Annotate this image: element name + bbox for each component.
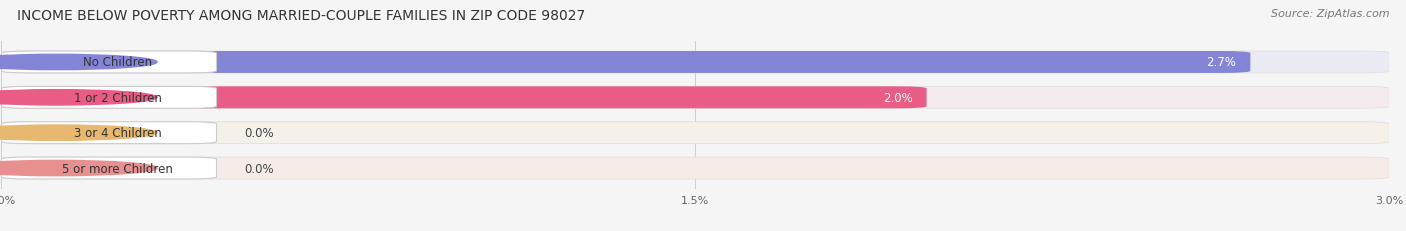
Text: 0.0%: 0.0% xyxy=(245,127,274,140)
FancyBboxPatch shape xyxy=(1,52,217,74)
FancyBboxPatch shape xyxy=(1,52,1389,74)
FancyBboxPatch shape xyxy=(1,87,927,109)
Text: 0.0%: 0.0% xyxy=(245,162,274,175)
Text: Source: ZipAtlas.com: Source: ZipAtlas.com xyxy=(1271,9,1389,19)
FancyBboxPatch shape xyxy=(1,122,1389,144)
Text: 1 or 2 Children: 1 or 2 Children xyxy=(75,91,162,104)
Circle shape xyxy=(0,161,157,176)
Text: 2.7%: 2.7% xyxy=(1206,56,1236,69)
Circle shape xyxy=(0,55,157,70)
Circle shape xyxy=(0,90,157,106)
Text: No Children: No Children xyxy=(83,56,152,69)
Text: 5 or more Children: 5 or more Children xyxy=(62,162,173,175)
Text: 3 or 4 Children: 3 or 4 Children xyxy=(75,127,162,140)
Circle shape xyxy=(0,125,157,141)
FancyBboxPatch shape xyxy=(1,87,1389,109)
FancyBboxPatch shape xyxy=(1,87,217,109)
FancyBboxPatch shape xyxy=(1,52,1250,74)
FancyBboxPatch shape xyxy=(1,157,217,179)
FancyBboxPatch shape xyxy=(1,157,1389,179)
Text: 2.0%: 2.0% xyxy=(883,91,912,104)
FancyBboxPatch shape xyxy=(1,122,217,144)
Text: INCOME BELOW POVERTY AMONG MARRIED-COUPLE FAMILIES IN ZIP CODE 98027: INCOME BELOW POVERTY AMONG MARRIED-COUPL… xyxy=(17,9,585,23)
